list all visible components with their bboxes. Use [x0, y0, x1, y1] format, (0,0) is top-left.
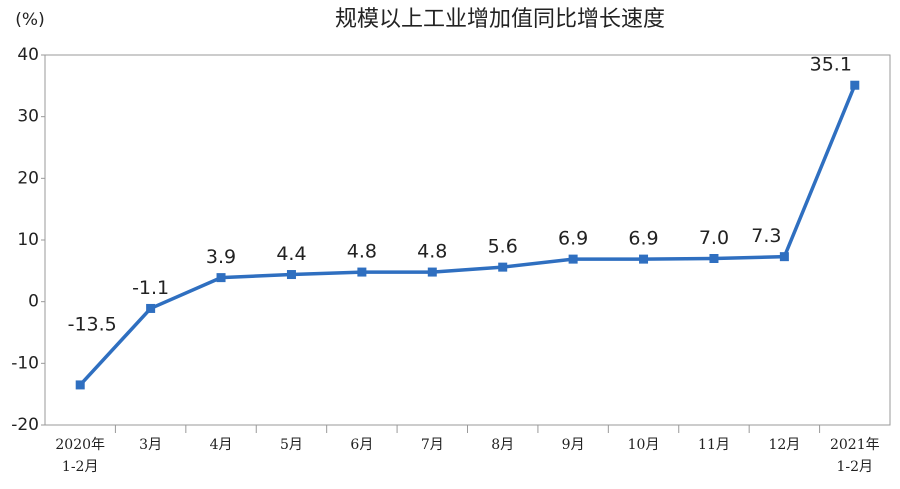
value-label: 4.8	[417, 241, 447, 263]
x-tick-label: 12月	[768, 437, 800, 453]
x-tick-label: 11月	[698, 437, 730, 453]
value-label: -13.5	[68, 313, 117, 335]
marker	[498, 262, 508, 272]
marker	[216, 273, 226, 283]
value-label: 35.1	[810, 54, 852, 76]
value-label: -1.1	[132, 277, 169, 299]
y-tick-label: 20	[17, 168, 39, 188]
value-label: 6.9	[558, 228, 588, 250]
line	[78, 84, 857, 387]
value-label: 6.9	[628, 228, 658, 250]
marker	[75, 380, 85, 390]
y-tick-label: 40	[17, 45, 39, 65]
y-tick-label: -20	[11, 415, 39, 435]
marker	[568, 254, 578, 264]
value-label: 4.4	[276, 243, 306, 265]
value-label: 5.6	[488, 236, 518, 258]
x-tick-label: 7月	[421, 437, 444, 453]
value-label: 7.3	[751, 225, 781, 247]
chart-title: 规模以上工业增加值同比增长速度	[335, 7, 665, 32]
y-axis-label: (%)	[15, 10, 44, 30]
x-tick-label: 10月	[628, 437, 660, 453]
x-tick-label: 2020年 1-2月	[55, 437, 105, 475]
x-tick-label: 8月	[491, 437, 514, 453]
marker	[639, 254, 649, 264]
x-tick-label: 2021年 1-2月	[830, 437, 880, 475]
marker	[709, 254, 719, 263]
marker	[357, 267, 367, 277]
value-label: 3.9	[206, 246, 236, 268]
x-tick-label: 6月	[350, 437, 373, 453]
marker	[286, 270, 296, 280]
x-tick-label: 9月	[562, 437, 585, 453]
marker	[850, 80, 860, 90]
marker	[427, 267, 437, 277]
y-tick-label: -10	[11, 353, 39, 373]
y-tick-label: 30	[17, 107, 39, 127]
y-tick-label: 10	[17, 230, 39, 250]
value-label: 4.8	[347, 241, 377, 263]
x-tick-label: 4月	[210, 437, 233, 453]
x-tick-label: 5月	[280, 437, 303, 453]
marker	[146, 303, 156, 313]
y-tick-label: 0	[28, 292, 39, 312]
x-tick-label: 3月	[139, 437, 162, 453]
marker	[779, 252, 789, 262]
value-label: 7.0	[699, 227, 729, 249]
